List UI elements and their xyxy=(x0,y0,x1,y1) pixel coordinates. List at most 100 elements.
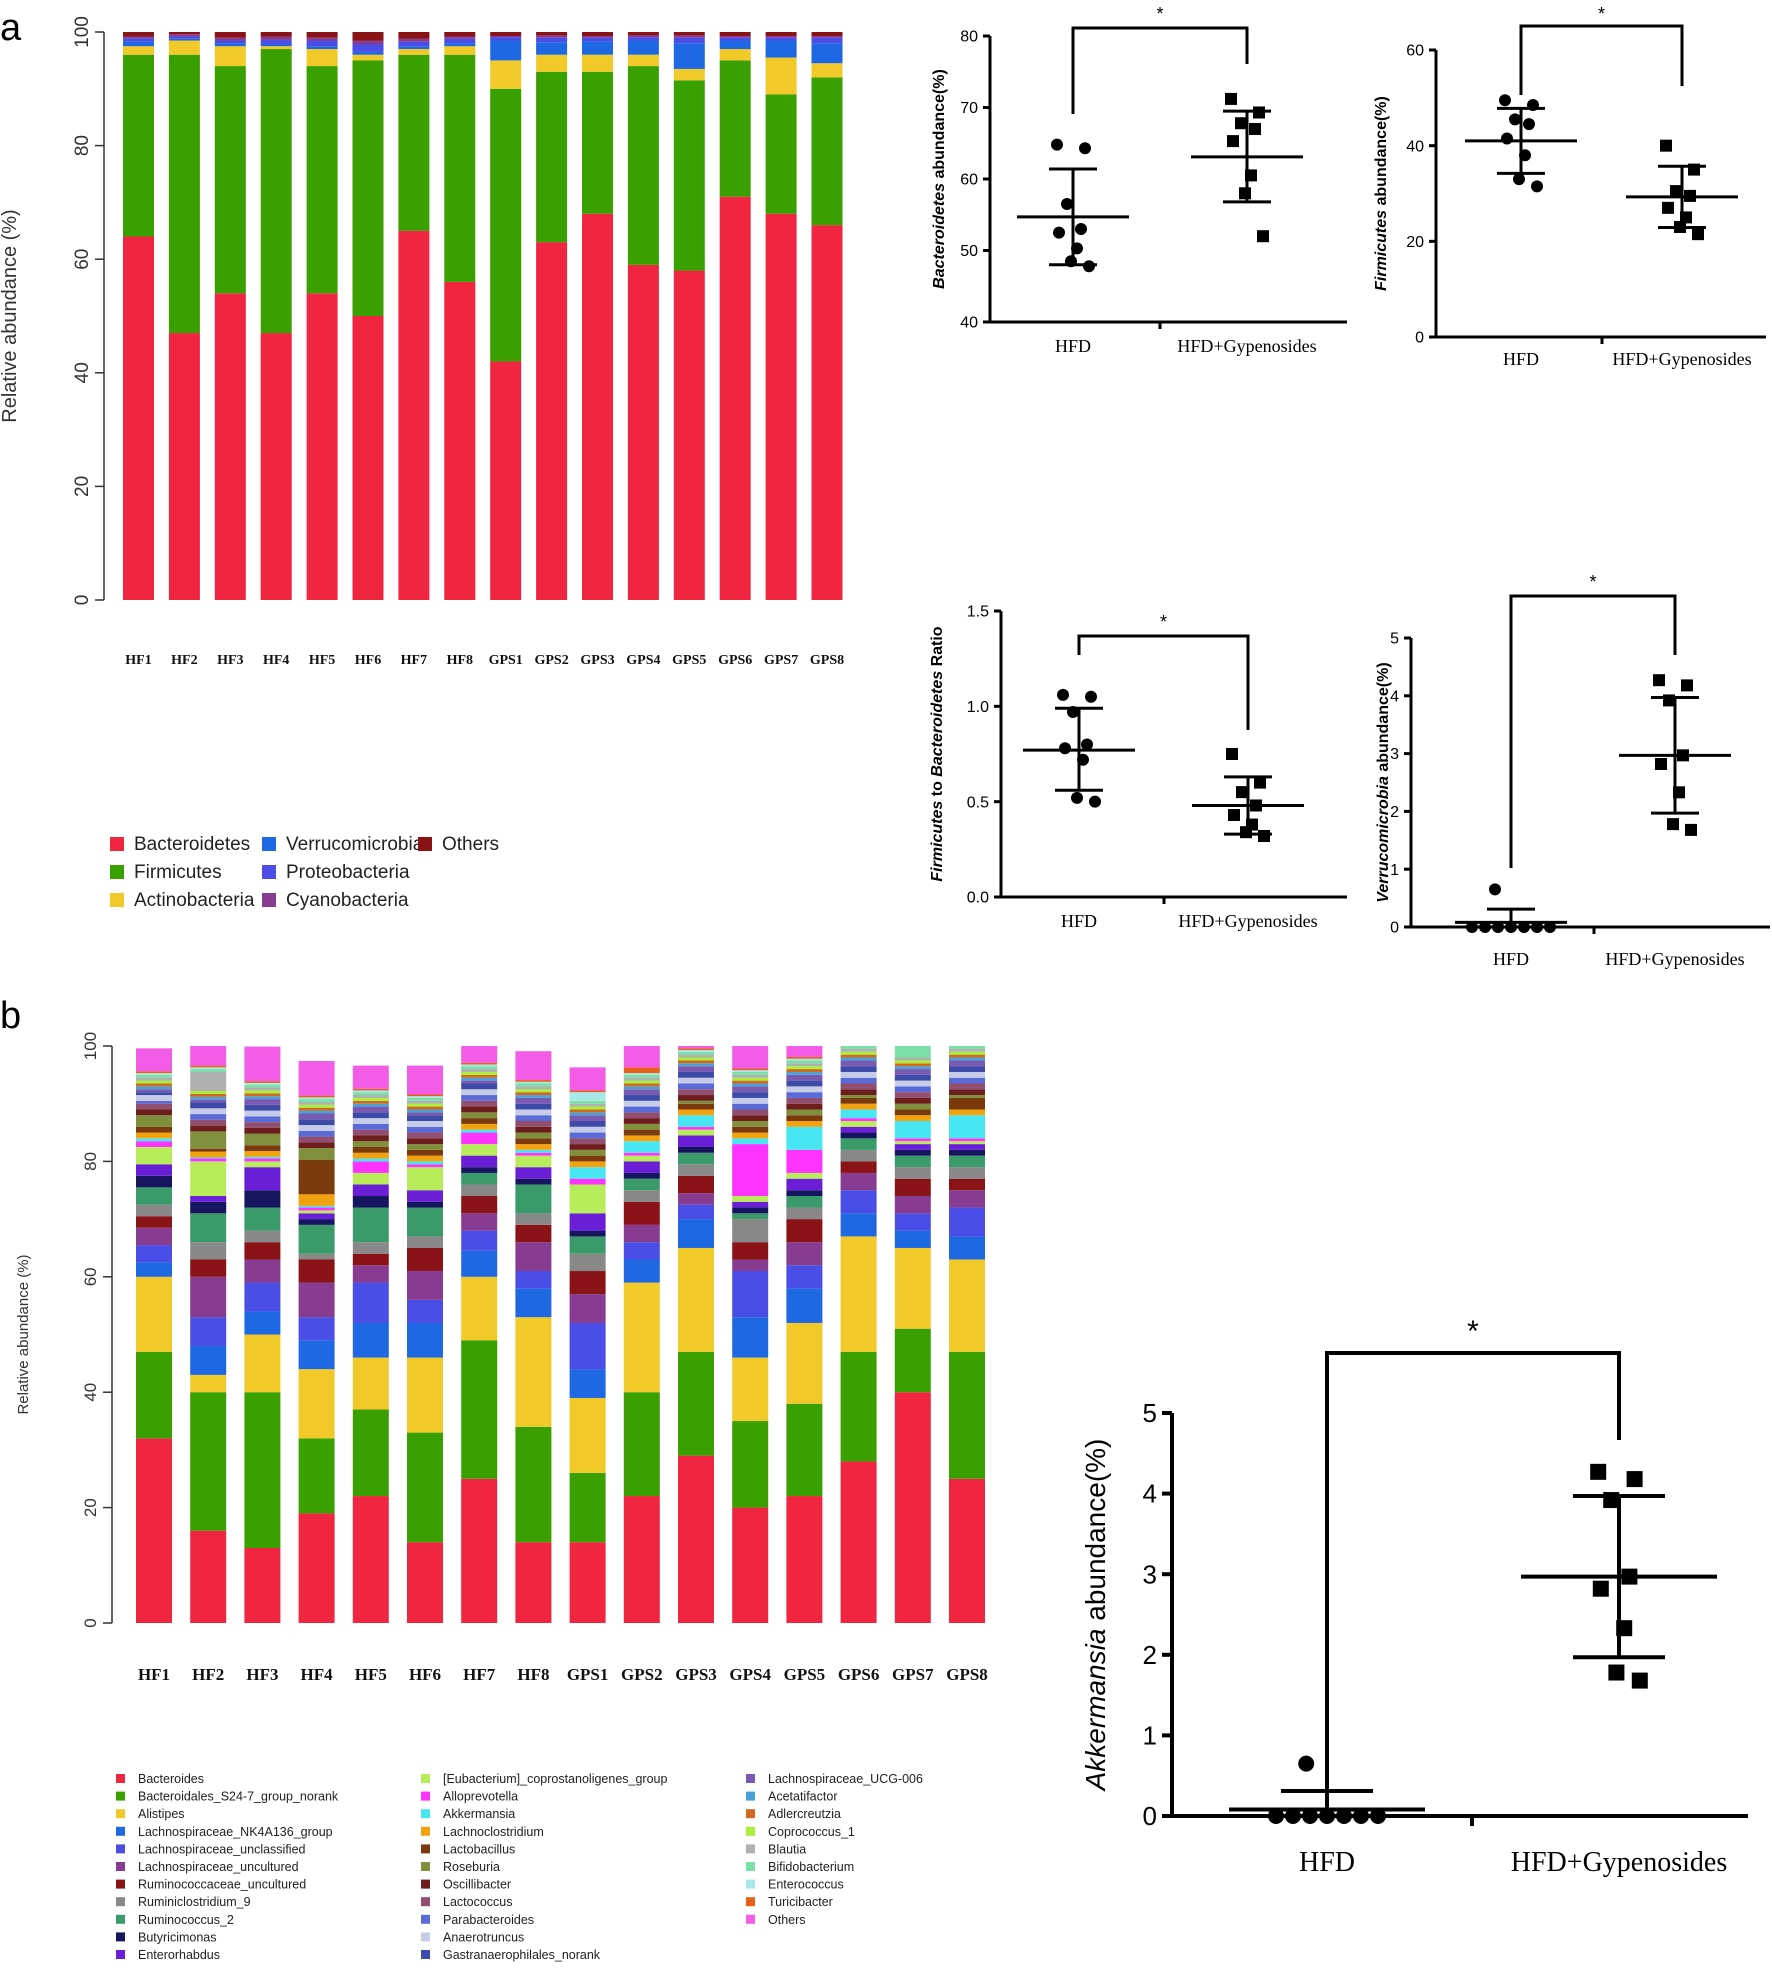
bar-segment xyxy=(673,68,705,81)
bar-segment xyxy=(732,1080,769,1084)
bar-segment xyxy=(490,37,522,41)
bar-segment xyxy=(461,1112,498,1119)
bar-segment xyxy=(569,1322,606,1370)
bar-segment xyxy=(490,88,522,362)
data-point xyxy=(1225,92,1237,105)
x-tick-label: GPS8 xyxy=(946,1665,988,1684)
bar-segment xyxy=(352,1357,389,1410)
bar-segment xyxy=(515,1126,552,1133)
data-point xyxy=(1257,230,1269,243)
bar-segment xyxy=(461,1276,498,1341)
bar-segment xyxy=(732,1219,769,1243)
y-tick-label: 60 xyxy=(1406,43,1424,60)
bar-segment xyxy=(306,49,338,67)
y-axis-label-part: Ratio xyxy=(929,626,946,671)
bar-segment xyxy=(840,1060,877,1067)
x-tick-label: HFD xyxy=(1493,949,1529,969)
bar-segment xyxy=(678,1071,714,1078)
bar-segment xyxy=(407,1100,443,1104)
data-point xyxy=(1245,169,1257,182)
bar-segment xyxy=(840,1066,877,1072)
data-point xyxy=(1077,753,1089,766)
bar-segment xyxy=(298,1097,335,1100)
legend-swatch xyxy=(421,1791,430,1801)
bar-segment xyxy=(244,1259,281,1283)
bar-segment xyxy=(515,1081,552,1084)
bar-segment xyxy=(732,1196,769,1202)
x-tick-label: HFD+Gypenosides xyxy=(1177,336,1316,356)
bar-segment xyxy=(678,1455,714,1623)
x-tick-label: GPS2 xyxy=(534,653,568,668)
y-tick-label: 100 xyxy=(81,1032,100,1060)
phylum-legend: Bacteroidetes Firmicutes Actinobacteria Ver… xyxy=(110,834,499,911)
bar-segment xyxy=(623,1100,660,1107)
dot-plot: 40 50 60 70 80 HFD HFD+Gypenosides Bacteroidete… xyxy=(931,4,1347,356)
bar-segment xyxy=(840,1089,877,1096)
bar-segment xyxy=(949,1071,985,1078)
bar-segment xyxy=(244,1230,281,1243)
bar-segment xyxy=(136,1073,172,1075)
bar-segment xyxy=(894,1167,931,1179)
y-tick-label: 2 xyxy=(1143,1640,1157,1670)
bar-segment xyxy=(461,1066,498,1070)
legend-label: Lactococcus xyxy=(443,1895,512,1909)
legend-label: Alloprevotella xyxy=(443,1790,518,1804)
bar-segment xyxy=(623,1201,660,1225)
bar-segment xyxy=(623,1161,660,1173)
x-tick-label: HF5 xyxy=(309,653,335,668)
data-point xyxy=(1519,149,1531,162)
bar-segment xyxy=(732,1507,769,1623)
data-point xyxy=(1240,826,1252,839)
bar-segment xyxy=(407,1190,443,1202)
bar-segment xyxy=(811,32,843,36)
bar-segment xyxy=(678,1351,714,1456)
bar-segment xyxy=(461,1155,498,1168)
bar-segment xyxy=(214,66,246,294)
bar-segment xyxy=(678,1146,714,1153)
data-point xyxy=(1057,688,1069,701)
legend-label: Lachnospiraceae_UCG-006 xyxy=(768,1772,923,1786)
bar-segment xyxy=(894,1328,931,1393)
bar-segment xyxy=(190,1530,227,1623)
legend-swatch xyxy=(421,1932,430,1942)
bar-segment xyxy=(949,1207,985,1237)
bar-segment xyxy=(190,1093,227,1097)
legend-swatch xyxy=(421,1844,430,1854)
y-tick-label: 0.5 xyxy=(967,794,989,811)
data-point xyxy=(1608,1664,1625,1681)
dot-plot: 0.0 0.5 1.0 1.5 HFD HFD+Gypenosides Firmicutes… xyxy=(929,604,1347,931)
bar-segment xyxy=(786,1071,823,1075)
bar-segment xyxy=(515,1132,552,1139)
legend-swatch xyxy=(421,1950,430,1959)
bar-segment xyxy=(623,1074,660,1078)
bar-segment xyxy=(352,1265,389,1283)
bar-segment xyxy=(136,1351,172,1439)
data-point xyxy=(1590,1463,1607,1480)
bar-segment xyxy=(582,32,613,36)
x-tick-label: HFD+Gypenosides xyxy=(1178,911,1317,931)
y-axis-label-part: Firmicutes xyxy=(1373,210,1390,291)
bar-segment xyxy=(352,1103,389,1107)
bar-segment xyxy=(352,40,384,45)
bar-segment xyxy=(298,1107,335,1111)
legend-label: Bifidobacterium xyxy=(768,1860,854,1874)
y-axis-label: Firmicutes abundance(%) xyxy=(1373,96,1390,291)
bar-segment xyxy=(623,1073,660,1075)
bar-segment xyxy=(840,1109,877,1119)
bar-segment xyxy=(840,1461,877,1623)
bar-segment xyxy=(949,1097,985,1110)
bar-segment xyxy=(136,1074,172,1078)
x-tick-label: HF1 xyxy=(138,1665,170,1684)
bar-segment xyxy=(623,1086,660,1090)
bar-segment xyxy=(719,196,751,600)
legend-swatch xyxy=(746,1897,755,1907)
bar-segment xyxy=(244,1110,281,1117)
bar-segment xyxy=(894,1115,931,1122)
bar-segment xyxy=(786,1092,823,1098)
bar-segment xyxy=(765,213,797,600)
bar-segment xyxy=(515,1317,552,1427)
x-tick-label: HF8 xyxy=(447,653,473,668)
bar-segment xyxy=(352,1135,389,1142)
bar-segment xyxy=(407,1132,443,1139)
bar-segment xyxy=(306,32,338,38)
